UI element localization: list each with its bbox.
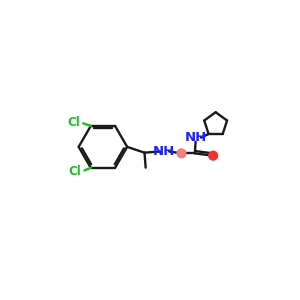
Text: Cl: Cl: [68, 116, 80, 129]
Text: NH: NH: [185, 131, 207, 144]
Circle shape: [177, 149, 186, 158]
Circle shape: [209, 151, 218, 160]
Text: Cl: Cl: [69, 165, 82, 178]
Text: NH: NH: [153, 145, 175, 158]
